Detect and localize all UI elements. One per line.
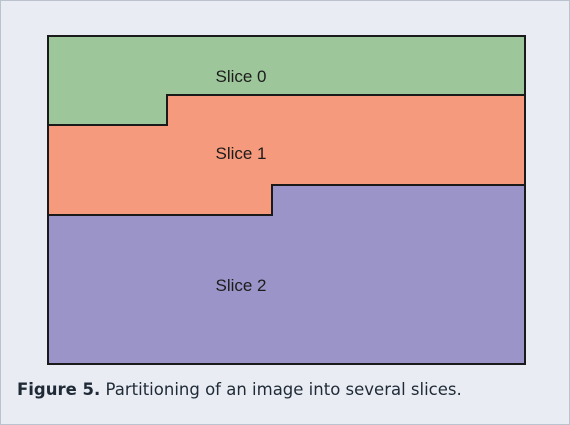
image-frame [47,35,526,365]
caption-text: Partitioning of an image into several sl… [100,380,462,399]
figure-caption: Figure 5. Partitioning of an image into … [17,380,462,399]
figure-number: Figure 5. [17,380,101,399]
slice-0-label: Slice 0 [215,67,266,86]
slice-1-label: Slice 1 [215,144,266,163]
slice-2-label: Slice 2 [215,276,266,295]
